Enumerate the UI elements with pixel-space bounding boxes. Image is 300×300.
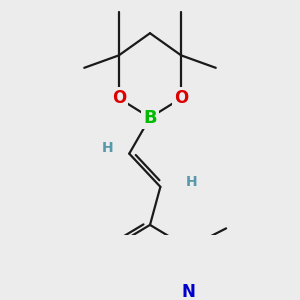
Text: N: N: [181, 283, 195, 300]
Text: B: B: [143, 109, 157, 127]
Text: H: H: [186, 175, 197, 189]
Text: O: O: [174, 89, 188, 107]
Text: O: O: [112, 89, 126, 107]
Text: H: H: [101, 141, 113, 155]
